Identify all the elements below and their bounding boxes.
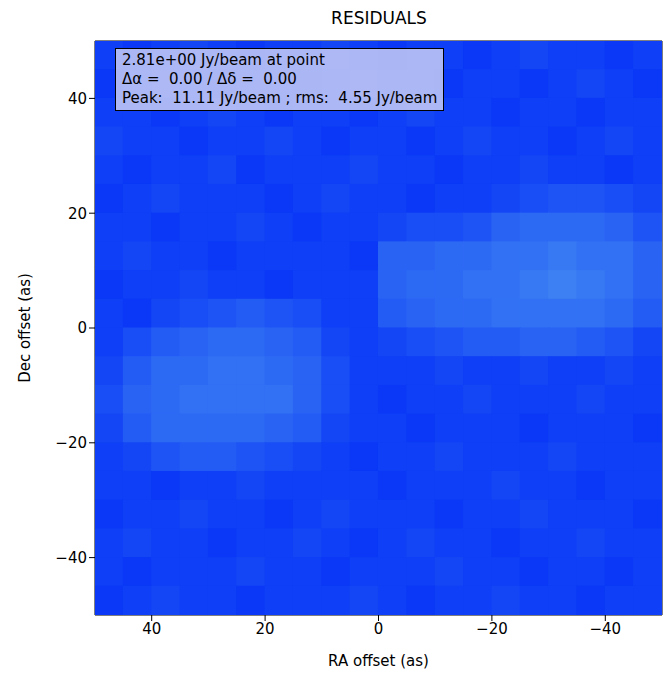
svg-text:Dec offset (as): Dec offset (as) xyxy=(16,273,34,383)
svg-text:20: 20 xyxy=(68,205,87,223)
html-text:Δα = 0.00 / Δδ = 0.00: Δα = 0.00 / Δδ = 0.00 xyxy=(122,70,297,88)
svg-text:20: 20 xyxy=(256,620,275,638)
svg-text:0: 0 xyxy=(374,620,384,638)
svg-text:40: 40 xyxy=(68,90,87,108)
svg-text:40: 40 xyxy=(142,620,161,638)
html-text:RESIDUALS: RESIDUALS xyxy=(331,8,427,28)
svg-text:−40: −40 xyxy=(589,620,621,638)
svg-text:0: 0 xyxy=(77,319,87,337)
svg-text:RA offset (as): RA offset (as) xyxy=(328,652,429,670)
html-text:Peak: 11.11 Jy/beam ; rms: 4.5: Peak: 11.11 Jy/beam ; rms: 4.55 Jy/beam xyxy=(122,89,438,107)
svg-text:−20: −20 xyxy=(476,620,508,638)
svg-text:−20: −20 xyxy=(55,434,87,452)
svg-text:−40: −40 xyxy=(55,549,87,567)
html-text:2.81e+00 Jy/beam at point: 2.81e+00 Jy/beam at point xyxy=(122,51,325,69)
